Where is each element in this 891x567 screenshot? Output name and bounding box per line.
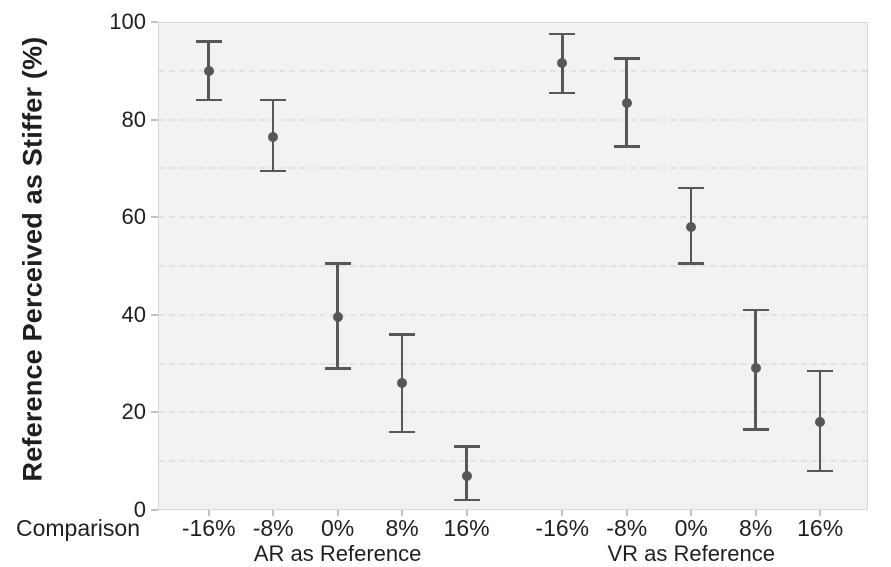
y-tick-label-20: 20 [121, 399, 146, 425]
error-bar-cap-bottom [260, 169, 287, 173]
y-tick-label-80: 80 [121, 106, 146, 132]
data-point-dot [203, 65, 214, 76]
y-tick-20 [151, 411, 158, 414]
x-tick-1-2 [690, 510, 693, 516]
error-bar-cap-top [195, 40, 222, 43]
x-tick-label-1-4: 16% [797, 515, 844, 541]
data-point-dot [268, 131, 279, 142]
error-bar-cap-bottom [807, 469, 834, 473]
x-tick-0-0 [207, 510, 210, 516]
error-bar-cap-top [324, 262, 351, 265]
error-bar-cap-bottom [324, 367, 351, 370]
y-tick-80 [151, 118, 158, 121]
gridline-90 [159, 69, 867, 72]
x-tick-label-0-2: 0% [321, 515, 355, 541]
x-tick-1-1 [625, 510, 628, 516]
x-tick-label-1-3: 8% [739, 515, 773, 541]
error-bar-cap-bottom [678, 262, 705, 265]
y-tick-40 [151, 313, 158, 316]
y-axis-title: Reference Perceived as Stiffer (%) [17, 36, 48, 482]
y-tick-0 [151, 509, 158, 511]
x-tick-1-3 [754, 510, 757, 516]
error-bar-cap-top [613, 57, 640, 60]
data-point-dot [397, 378, 408, 389]
error-bar-cap-top [389, 333, 416, 336]
x-tick-label-1-0: -16% [535, 515, 590, 541]
error-bar-cap-bottom [389, 430, 416, 434]
gridline-60 [159, 216, 867, 219]
data-point-dot [332, 312, 343, 323]
error-bar-cap-bottom [742, 428, 769, 431]
x-tick-1-4 [819, 510, 822, 516]
y-tick-60 [151, 216, 158, 219]
error-bar-cap-top [453, 445, 480, 448]
y-tick-100 [151, 21, 158, 23]
gridline-70 [159, 167, 867, 170]
error-bar-cap-top [549, 32, 576, 36]
gridline-40 [159, 313, 867, 316]
data-point-dot [815, 417, 826, 428]
group-label-0: AR as Reference [253, 541, 422, 566]
group-label-1: VR as Reference [607, 541, 775, 566]
gridline-80 [159, 118, 867, 121]
x-tick-1-0 [561, 510, 564, 516]
y-tick-label-0: 0 [133, 497, 146, 522]
x-tick-0-1 [272, 510, 275, 516]
data-point-dot [750, 363, 761, 374]
x-tick-0-3 [401, 510, 404, 516]
gridline-10 [159, 460, 867, 463]
data-point-dot [461, 470, 472, 481]
x-tick-label-0-3: 8% [385, 515, 419, 541]
gridline-30 [159, 362, 867, 365]
error-bar-cap-top [260, 98, 287, 102]
error-bar-cap-bottom [549, 91, 576, 94]
error-bar-cap-top [678, 186, 705, 190]
x-tick-label-0-1: -8% [252, 515, 294, 541]
x-tick-0-2 [336, 510, 339, 516]
error-bar-cap-top [807, 369, 834, 373]
x-tick-label-1-2: 0% [674, 515, 708, 541]
y-tick-label-60: 60 [121, 204, 146, 230]
error-bar-cap-bottom [195, 98, 222, 102]
x-tick-label-1-1: -8% [606, 515, 648, 541]
error-bar-cap-bottom [613, 145, 640, 148]
x-tick-label-0-0: -16% [181, 515, 236, 541]
x-tick-label-0-4: 16% [443, 515, 490, 541]
x-tick-0-4 [465, 510, 468, 516]
data-point-dot [686, 221, 697, 232]
y-tick-label-40: 40 [121, 301, 146, 327]
y-tick-label-100: 100 [109, 9, 146, 34]
data-point-dot [621, 97, 632, 108]
error-bar-cap-top [742, 308, 769, 312]
error-bar-cap-bottom [453, 498, 480, 502]
gridline-50 [159, 265, 867, 267]
data-point-dot [557, 58, 568, 69]
gridline-20 [159, 411, 867, 414]
x-axis-title: Comparison [16, 515, 140, 541]
